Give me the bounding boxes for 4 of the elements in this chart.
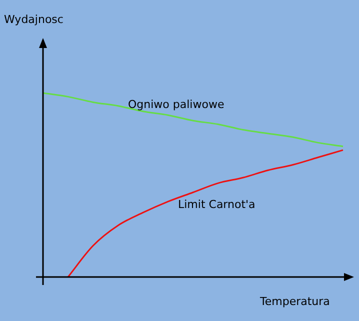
x-axis-title: Temperatura — [259, 294, 330, 308]
text: Wydajnosc — [4, 12, 64, 26]
series-label: Limit Carnot'a — [178, 198, 256, 212]
series-label: Ogniwo paliwowe — [128, 98, 224, 111]
